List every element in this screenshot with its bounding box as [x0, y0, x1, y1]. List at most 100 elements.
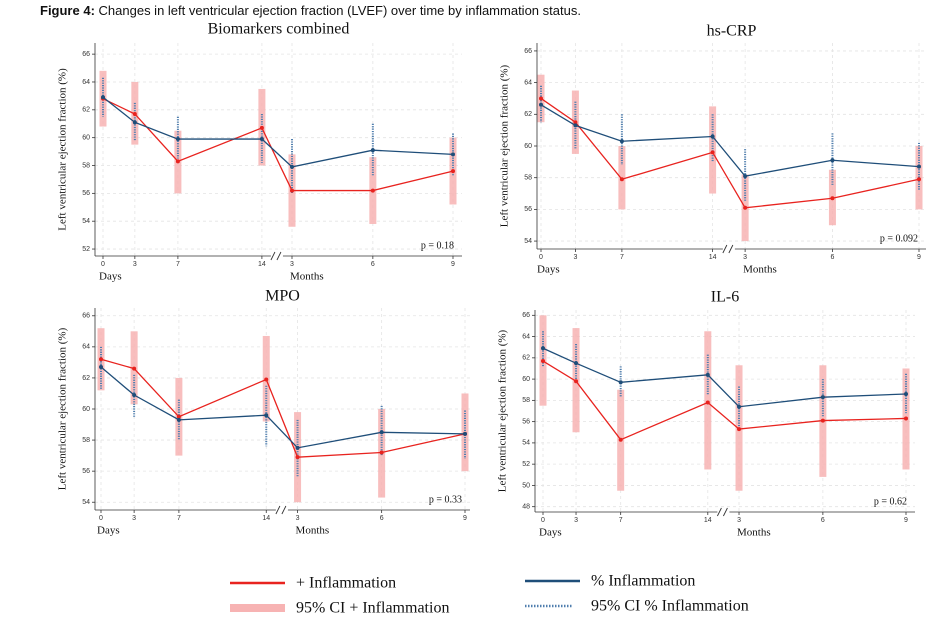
point — [820, 418, 825, 423]
point — [176, 414, 181, 419]
point — [737, 404, 742, 409]
point — [379, 430, 384, 435]
series-line — [540, 104, 920, 177]
y-tick-label: 58 — [82, 437, 90, 444]
point — [132, 393, 137, 398]
panel-title: MPO — [265, 288, 300, 305]
x-tick-label: 0 — [101, 261, 105, 268]
x-tick-label: 0 — [541, 517, 545, 524]
x-tick-label: 6 — [821, 517, 825, 524]
x-tick-label: 6 — [830, 254, 834, 261]
x-tick-label: 14 — [262, 515, 270, 522]
point — [541, 359, 545, 364]
point — [743, 174, 748, 179]
y-tick-label: 58 — [82, 162, 90, 169]
x-group-label: Months — [296, 525, 330, 537]
legend-label: % Inflammation — [591, 573, 695, 590]
point — [904, 391, 908, 396]
x-tick-label: 9 — [904, 517, 908, 524]
point — [132, 120, 137, 125]
axis-break-gap — [270, 254, 283, 258]
point — [451, 169, 455, 174]
y-tick-label: 50 — [522, 482, 530, 489]
y-tick-label: 62 — [82, 107, 90, 114]
point — [539, 102, 543, 107]
y-tick-label: 62 — [524, 111, 532, 118]
x-tick-label: 7 — [177, 515, 181, 522]
y-tick-label: 64 — [82, 79, 90, 86]
y-tick-label: 64 — [522, 333, 530, 340]
legend-label: 95% CI % Inflammation — [591, 598, 749, 615]
legend-ci — [230, 604, 285, 612]
point — [541, 346, 545, 351]
x-group-label: Months — [743, 264, 777, 276]
y-tick-label: 62 — [522, 355, 530, 362]
point — [132, 112, 137, 116]
x-tick-label: 14 — [258, 261, 266, 268]
panel-title: hs-CRP — [707, 23, 757, 40]
point — [101, 95, 105, 100]
caption-text: Changes in left ventricular ejection fra… — [99, 3, 581, 18]
axis-break — [270, 251, 282, 261]
legend-label: 95% CI + Inflammation — [296, 600, 449, 617]
point — [705, 372, 710, 377]
point — [379, 450, 384, 455]
y-tick-label: 58 — [524, 175, 532, 182]
point — [618, 437, 623, 442]
point — [264, 413, 269, 418]
axis-break-gap — [717, 510, 730, 514]
point — [830, 158, 835, 163]
ci-bar — [704, 331, 712, 470]
point — [295, 455, 300, 460]
point — [99, 357, 103, 362]
y-tick-label: 58 — [522, 397, 530, 404]
axis-break — [275, 505, 287, 515]
y-tick-label: 66 — [524, 48, 532, 55]
y-tick-label: 60 — [82, 406, 90, 413]
x-group-label: Months — [290, 271, 324, 283]
point — [917, 177, 921, 182]
p-value: p = 0.33 — [429, 494, 462, 505]
y-tick-label: 54 — [524, 238, 532, 245]
y-tick-label: 66 — [82, 313, 90, 320]
x-tick-label: 0 — [99, 515, 103, 522]
point — [830, 196, 835, 201]
x-tick-label: 3 — [133, 261, 137, 268]
y-tick-label: 56 — [82, 468, 90, 475]
point — [370, 148, 375, 153]
y-axis-label: Left ventricular ejection fraction (%) — [499, 64, 511, 227]
point — [743, 205, 748, 210]
point — [259, 125, 264, 130]
point — [904, 416, 908, 421]
axis-break — [717, 507, 728, 517]
point — [451, 152, 455, 157]
point — [619, 139, 624, 144]
panel-title: Biomarkers combined — [208, 21, 350, 38]
point — [290, 188, 294, 193]
x-tick-label: 9 — [917, 254, 921, 261]
x-tick-label: 7 — [176, 261, 180, 268]
point — [710, 134, 715, 139]
y-tick-label: 64 — [82, 344, 90, 351]
axis-break — [722, 244, 734, 254]
y-tick-label: 52 — [522, 461, 530, 468]
y-tick-label: 48 — [522, 504, 530, 511]
point — [175, 137, 180, 142]
p-value: p = 0.092 — [880, 233, 918, 244]
point — [176, 417, 181, 422]
x-group-label: Days — [99, 271, 122, 283]
point — [737, 427, 742, 432]
y-tick-label: 66 — [82, 51, 90, 58]
point — [370, 188, 375, 193]
x-tick-label: 3 — [743, 254, 747, 261]
point — [99, 365, 103, 370]
x-tick-label: 3 — [574, 517, 578, 524]
legend-label: + Inflammation — [296, 575, 396, 592]
y-axis-label: Left ventricular ejection fraction (%) — [497, 329, 509, 492]
x-tick-label: 14 — [709, 254, 717, 261]
x-tick-label: 7 — [619, 517, 623, 524]
point — [259, 137, 264, 142]
x-tick-label: 0 — [539, 254, 543, 261]
p-value: p = 0.62 — [874, 496, 907, 507]
point — [463, 431, 467, 436]
